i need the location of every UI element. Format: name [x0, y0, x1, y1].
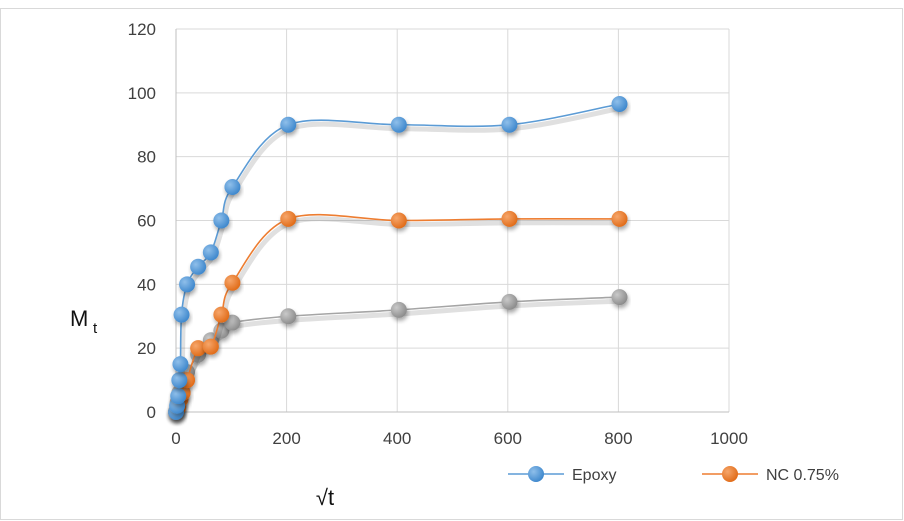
- series-layer: [168, 96, 628, 420]
- y-axis-title-subscript: t: [93, 320, 98, 337]
- legend: Epoxy NC 0.75%: [508, 466, 839, 484]
- legend-label: Epoxy: [572, 467, 616, 484]
- data-point: [390, 116, 407, 133]
- y-tick-label: 120: [128, 20, 156, 39]
- data-point: [280, 308, 297, 325]
- data-point: [179, 276, 196, 293]
- data-point: [190, 340, 207, 357]
- legend-marker: [528, 466, 544, 482]
- x-tick-label: 200: [272, 429, 300, 448]
- data-point: [280, 210, 297, 227]
- legend-label: NC 0.75%: [766, 467, 839, 484]
- axes: [175, 29, 729, 413]
- data-point: [611, 96, 628, 113]
- x-tick-label: 400: [383, 429, 411, 448]
- data-point: [172, 356, 189, 373]
- y-tick-label: 60: [137, 212, 156, 231]
- chart-border: [0, 8, 903, 520]
- data-point: [173, 306, 190, 323]
- x-tick-label: 800: [604, 429, 632, 448]
- series-0: [168, 96, 628, 420]
- series-2: [168, 289, 628, 420]
- series-line-shadow: [175, 298, 622, 417]
- data-point: [501, 116, 518, 133]
- y-tick-label: 20: [137, 339, 156, 358]
- data-point: [190, 258, 207, 275]
- data-point: [224, 274, 241, 291]
- legend-entry: Epoxy: [508, 466, 616, 484]
- data-point: [170, 388, 187, 405]
- data-point: [202, 244, 219, 261]
- data-point: [390, 301, 407, 318]
- tick-labels: 0 20 40 60 80 100 120 0 200 400 600 800 1000: [128, 20, 748, 448]
- data-point: [202, 338, 219, 355]
- data-point: [224, 178, 241, 195]
- y-tick-label: 40: [137, 275, 156, 294]
- data-point: [213, 212, 230, 229]
- legend-entry: NC 0.75%: [702, 466, 839, 484]
- data-point: [224, 314, 241, 331]
- data-point: [171, 372, 188, 389]
- x-tick-label: 600: [494, 429, 522, 448]
- series-line: [175, 103, 620, 413]
- y-axis-title: M: [70, 306, 88, 331]
- data-point: [611, 210, 628, 227]
- y-tick-label: 0: [147, 403, 156, 422]
- y-tick-label: 80: [137, 148, 156, 167]
- data-point: [213, 306, 230, 323]
- data-point: [611, 289, 628, 306]
- data-point: [501, 210, 518, 227]
- y-tick-label: 100: [128, 84, 156, 103]
- data-point: [280, 116, 297, 133]
- data-point: [501, 293, 518, 310]
- x-tick-label: 1000: [710, 429, 748, 448]
- legend-marker: [722, 466, 738, 482]
- data-point: [390, 212, 407, 229]
- x-axis-title: √t: [316, 485, 334, 510]
- x-tick-label: 0: [171, 429, 180, 448]
